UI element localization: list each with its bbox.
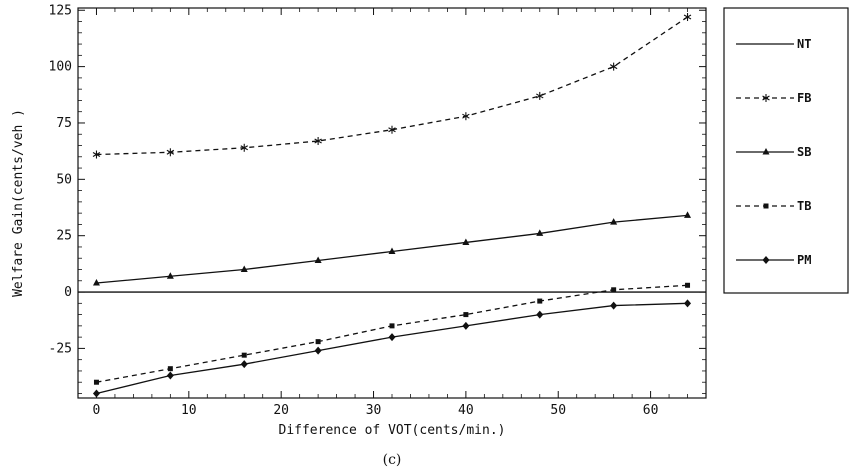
marker-fb — [683, 13, 692, 22]
marker-sb — [166, 272, 174, 279]
marker-sb — [610, 218, 618, 225]
marker-tb — [685, 282, 691, 288]
marker-pm — [536, 310, 544, 319]
series-sb — [92, 211, 692, 286]
marker-tb — [241, 352, 247, 358]
legend-label-nt: NT — [797, 37, 811, 51]
legend-marker-sb — [762, 148, 770, 155]
y-tick-label: 0 — [64, 285, 72, 300]
legend-label-pm: PM — [797, 253, 811, 267]
x-tick-label: 20 — [273, 403, 289, 418]
marker-sb — [240, 265, 248, 273]
x-tick-label: 40 — [458, 403, 474, 418]
marker-fb — [314, 137, 322, 146]
legend-marker-tb — [763, 203, 769, 209]
figure-caption: (c) — [383, 452, 402, 468]
marker-fb — [92, 150, 101, 159]
y-tick-label: -25 — [49, 341, 72, 356]
marker-tb — [537, 298, 543, 304]
legend-box — [723, 7, 849, 294]
legend-item-pm: PM — [736, 253, 811, 267]
x-tick-label: 0 — [93, 403, 101, 418]
marker-fb — [462, 112, 470, 121]
series-lines — [78, 13, 706, 398]
marker-pm — [240, 360, 248, 369]
legend-label-tb: TB — [797, 199, 811, 213]
legend-item-fb: FB — [736, 91, 811, 105]
marker-pm — [388, 333, 396, 342]
marker-fb — [166, 148, 175, 157]
legend-item-nt: NT — [736, 37, 811, 51]
marker-tb — [611, 287, 617, 293]
marker-sb — [536, 229, 544, 236]
marker-tb — [463, 312, 469, 318]
marker-sb — [462, 238, 470, 245]
y-tick-label: 100 — [49, 60, 72, 75]
series-pm — [92, 299, 692, 398]
y-tick-label: 125 — [49, 3, 72, 18]
series-fb — [92, 13, 692, 159]
marker-tb — [315, 339, 321, 345]
legend-label-sb: SB — [797, 145, 811, 159]
marker-pm — [610, 301, 618, 310]
marker-fb — [536, 91, 544, 100]
marker-pm — [166, 371, 174, 380]
x-tick-label: 60 — [643, 403, 659, 418]
legend-item-sb: SB — [736, 145, 811, 159]
x-axis-title: Difference of VOT(cents/min.) — [279, 423, 506, 438]
marker-pm — [684, 299, 692, 308]
legend-marker-pm — [762, 256, 770, 264]
marker-fb — [240, 143, 248, 152]
marker-tb — [93, 379, 99, 385]
marker-pm — [92, 389, 100, 398]
x-tick-label: 30 — [366, 403, 382, 418]
legend-item-tb: TB — [736, 199, 811, 213]
marker-sb — [92, 279, 100, 286]
y-axis-title: Welfare Gain(cents/veh ) — [11, 109, 26, 297]
marker-sb — [684, 211, 692, 218]
series-line-pm — [96, 302, 688, 395]
y-tick-label: 75 — [56, 116, 72, 131]
x-tick-label: 10 — [181, 403, 197, 418]
marker-fb — [388, 125, 396, 134]
series-line-fb — [96, 16, 688, 156]
x-tick-label: 50 — [550, 403, 566, 418]
legend-label-fb: FB — [797, 91, 811, 105]
marker-sb — [314, 256, 322, 263]
legend-marker-fb — [762, 94, 770, 102]
marker-pm — [314, 346, 322, 355]
legend: NT FB SB TB PM — [723, 7, 849, 294]
marker-fb — [609, 62, 618, 71]
marker-sb — [388, 247, 396, 254]
y-tick-label: 50 — [56, 172, 72, 187]
axes: 0 10 20 30 40 50 60 -25 0 25 50 75 100 125 — [49, 3, 706, 418]
series-tb — [93, 282, 691, 385]
y-tick-label: 25 — [56, 229, 72, 244]
marker-tb — [167, 366, 173, 372]
marker-tb — [389, 323, 395, 329]
marker-pm — [462, 321, 470, 330]
